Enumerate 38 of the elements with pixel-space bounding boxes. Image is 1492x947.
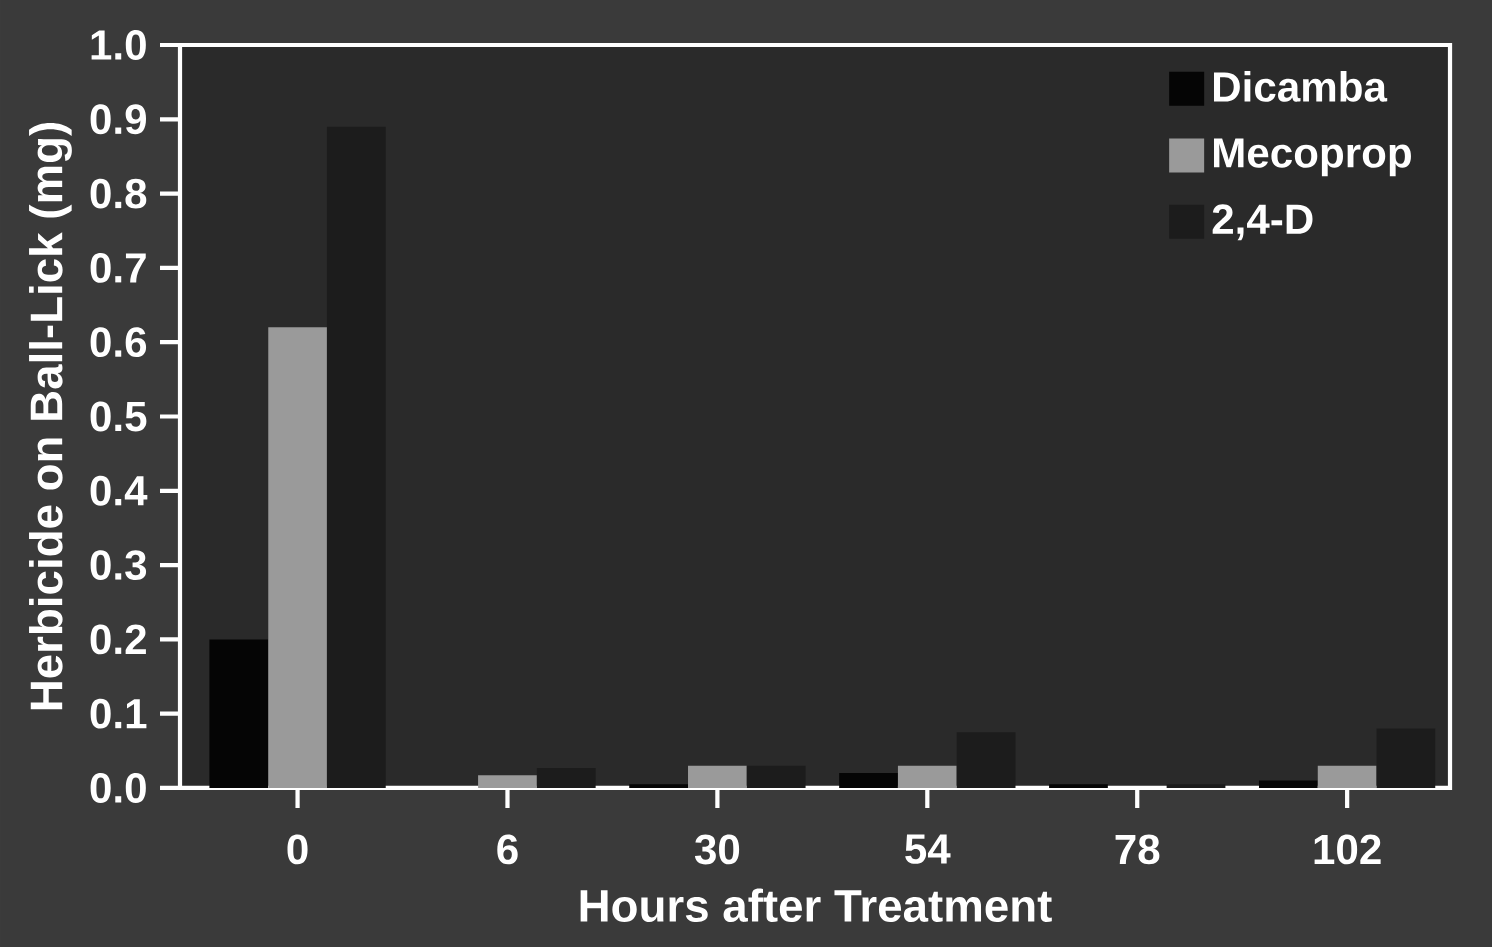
bar — [956, 732, 1016, 788]
x-tick-label: 30 — [694, 834, 740, 865]
bar — [688, 765, 747, 788]
y-tick-label: 0.7 — [90, 252, 146, 283]
x-tick-label: 0 — [287, 834, 308, 865]
bar — [268, 327, 327, 788]
bar — [478, 775, 537, 788]
y-tick-label: 0.5 — [90, 401, 147, 432]
y-tick-label: 0.0 — [90, 773, 146, 803]
bar — [1376, 728, 1436, 788]
bar — [1317, 765, 1377, 788]
y-tick-label: 0.4 — [90, 475, 148, 506]
y-tick-label: 0.6 — [90, 327, 147, 358]
x-tick-label: 102 — [1314, 834, 1381, 865]
bar — [1049, 784, 1108, 788]
y-tick-label: 0.8 — [90, 178, 147, 209]
y-axis-title: Herbicide on Ball-Lick (mg) — [29, 123, 72, 710]
x-tick-label: 6 — [497, 834, 518, 865]
x-tick-label: 78 — [1115, 834, 1160, 865]
legend-label: Mecoprop — [1213, 138, 1411, 177]
bar — [536, 767, 596, 788]
bar — [746, 765, 806, 788]
y-tick-label: 0.3 — [90, 550, 147, 581]
y-tick-label: 1.0 — [91, 30, 146, 60]
y-tick-label: 0.2 — [90, 624, 146, 655]
bar — [1166, 784, 1226, 788]
bar — [209, 639, 269, 788]
y-tick-label: 0.1 — [90, 698, 147, 729]
bar — [326, 126, 386, 788]
legend-label: Dicamba — [1213, 70, 1388, 102]
bar — [897, 765, 957, 788]
x-axis-title: Hours after Treatment — [580, 888, 1052, 923]
bar — [839, 773, 898, 788]
bar — [1258, 780, 1318, 788]
legend-label: 2,4-D — [1212, 204, 1313, 241]
x-tick-label: 54 — [905, 834, 951, 864]
y-tick-label: 0.9 — [90, 104, 147, 135]
bar — [629, 784, 689, 788]
